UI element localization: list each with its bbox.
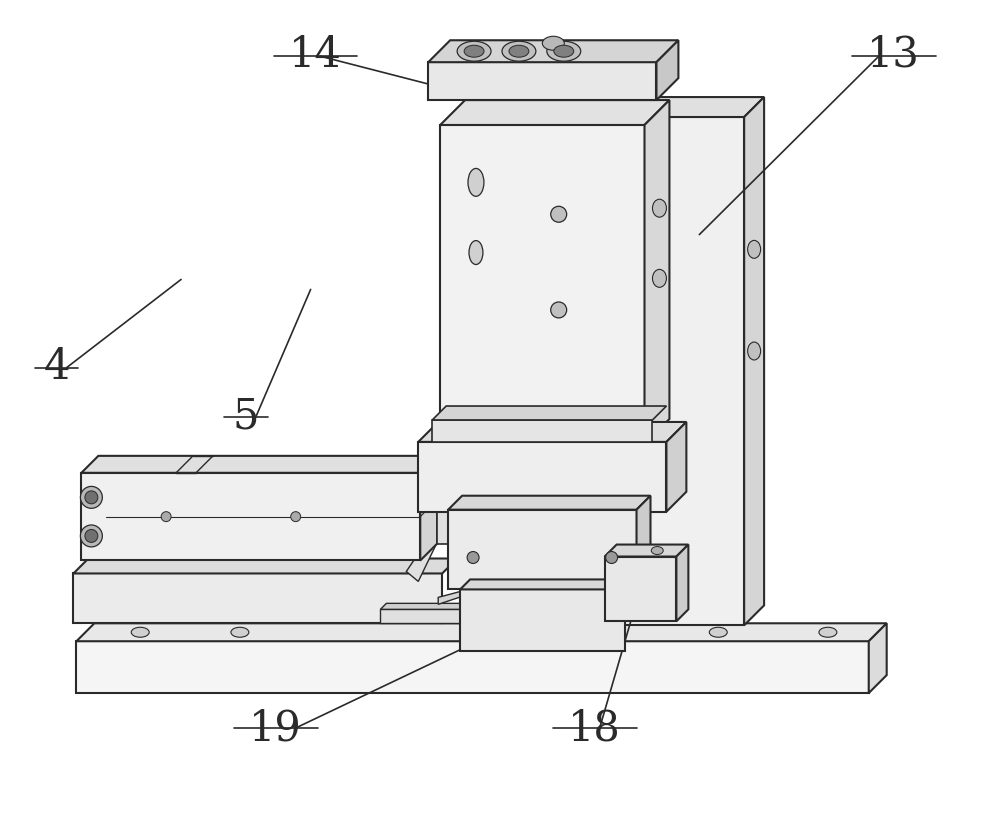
Ellipse shape — [748, 342, 761, 360]
Ellipse shape — [457, 41, 491, 61]
Polygon shape — [656, 40, 678, 100]
Ellipse shape — [554, 45, 574, 57]
Ellipse shape — [80, 486, 102, 508]
Ellipse shape — [85, 530, 98, 542]
Ellipse shape — [502, 41, 536, 61]
Ellipse shape — [551, 206, 567, 222]
Polygon shape — [432, 420, 652, 442]
Ellipse shape — [651, 546, 663, 555]
Ellipse shape — [509, 45, 529, 57]
Ellipse shape — [468, 168, 484, 196]
Polygon shape — [73, 559, 457, 574]
Text: 19: 19 — [249, 707, 302, 749]
Ellipse shape — [291, 512, 301, 522]
Ellipse shape — [547, 41, 581, 61]
Ellipse shape — [469, 241, 483, 265]
Polygon shape — [81, 473, 420, 560]
Polygon shape — [73, 574, 442, 623]
Text: 18: 18 — [568, 707, 621, 749]
Ellipse shape — [464, 45, 484, 57]
Polygon shape — [438, 589, 468, 604]
Polygon shape — [420, 456, 437, 560]
Polygon shape — [637, 496, 650, 589]
Polygon shape — [448, 496, 650, 510]
Polygon shape — [406, 510, 448, 582]
Polygon shape — [620, 97, 764, 117]
Ellipse shape — [652, 269, 666, 288]
Polygon shape — [666, 422, 686, 512]
Polygon shape — [448, 510, 637, 589]
Ellipse shape — [748, 241, 761, 258]
Text: 13: 13 — [867, 34, 920, 76]
Polygon shape — [428, 62, 656, 100]
Polygon shape — [676, 545, 688, 621]
Ellipse shape — [652, 199, 666, 218]
Ellipse shape — [606, 551, 618, 564]
Polygon shape — [428, 40, 678, 62]
Text: 5: 5 — [233, 395, 259, 437]
Polygon shape — [380, 603, 626, 609]
Text: 14: 14 — [289, 34, 342, 76]
Ellipse shape — [551, 302, 567, 318]
Ellipse shape — [161, 512, 171, 522]
Polygon shape — [605, 556, 676, 621]
Ellipse shape — [467, 551, 479, 564]
Ellipse shape — [709, 627, 727, 637]
Ellipse shape — [231, 627, 249, 637]
Polygon shape — [869, 623, 887, 693]
Polygon shape — [744, 97, 764, 625]
Polygon shape — [645, 100, 669, 444]
Polygon shape — [620, 117, 744, 625]
Polygon shape — [460, 579, 635, 589]
Ellipse shape — [819, 627, 837, 637]
Polygon shape — [418, 442, 666, 512]
Ellipse shape — [85, 491, 98, 503]
Ellipse shape — [80, 525, 102, 547]
Polygon shape — [81, 456, 437, 473]
Polygon shape — [76, 641, 869, 693]
Polygon shape — [380, 609, 620, 623]
Polygon shape — [440, 100, 669, 125]
Polygon shape — [437, 458, 485, 468]
Polygon shape — [437, 468, 475, 544]
Ellipse shape — [131, 627, 149, 637]
Text: 4: 4 — [43, 346, 70, 388]
Polygon shape — [432, 406, 666, 420]
Polygon shape — [76, 623, 887, 641]
Polygon shape — [605, 545, 688, 556]
Polygon shape — [440, 125, 645, 444]
Polygon shape — [418, 422, 686, 442]
Ellipse shape — [542, 36, 564, 50]
Polygon shape — [460, 589, 625, 651]
